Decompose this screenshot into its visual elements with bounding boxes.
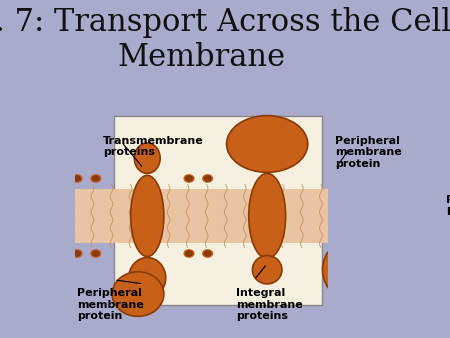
Circle shape	[185, 251, 193, 256]
Circle shape	[410, 176, 416, 181]
Ellipse shape	[323, 237, 389, 302]
Text: Integral
membrane
proteins: Integral membrane proteins	[236, 288, 302, 321]
Text: Peripheral
membrane
protein: Peripheral membrane protein	[335, 136, 402, 169]
Text: Ch. 7: Transport Across the Cell
Membrane: Ch. 7: Transport Across the Cell Membran…	[0, 7, 450, 73]
Circle shape	[389, 175, 399, 182]
Ellipse shape	[227, 116, 308, 172]
Text: Transmembrane
proteins: Transmembrane proteins	[103, 136, 204, 158]
Circle shape	[428, 176, 435, 181]
Circle shape	[427, 250, 436, 257]
Circle shape	[389, 250, 399, 257]
Circle shape	[184, 175, 194, 182]
Circle shape	[92, 176, 99, 181]
Text: Peripheral
membrane
protein: Peripheral membrane protein	[77, 288, 144, 321]
Circle shape	[353, 251, 360, 256]
Circle shape	[371, 250, 380, 257]
Circle shape	[391, 251, 397, 256]
Circle shape	[184, 250, 194, 257]
Circle shape	[91, 175, 101, 182]
Circle shape	[203, 175, 212, 182]
Circle shape	[74, 176, 81, 181]
Ellipse shape	[112, 272, 164, 316]
Circle shape	[204, 251, 211, 256]
Circle shape	[72, 250, 82, 257]
Bar	[70, 189, 439, 243]
Circle shape	[185, 176, 193, 181]
Ellipse shape	[249, 173, 286, 259]
Circle shape	[203, 250, 212, 257]
Circle shape	[352, 250, 362, 257]
Circle shape	[74, 251, 81, 256]
Circle shape	[410, 251, 416, 256]
Circle shape	[427, 175, 436, 182]
Circle shape	[72, 175, 82, 182]
Circle shape	[335, 251, 342, 256]
Circle shape	[91, 250, 101, 257]
Circle shape	[408, 175, 418, 182]
Ellipse shape	[135, 143, 160, 173]
Circle shape	[408, 250, 418, 257]
Circle shape	[333, 250, 343, 257]
Ellipse shape	[252, 256, 282, 284]
Ellipse shape	[130, 175, 164, 257]
Circle shape	[204, 176, 211, 181]
Circle shape	[428, 251, 435, 256]
FancyBboxPatch shape	[114, 116, 322, 305]
Circle shape	[372, 251, 379, 256]
Ellipse shape	[129, 258, 166, 298]
Text: Phospholipid
bilayer: Phospholipid bilayer	[446, 195, 450, 217]
Circle shape	[391, 176, 397, 181]
Circle shape	[92, 251, 99, 256]
